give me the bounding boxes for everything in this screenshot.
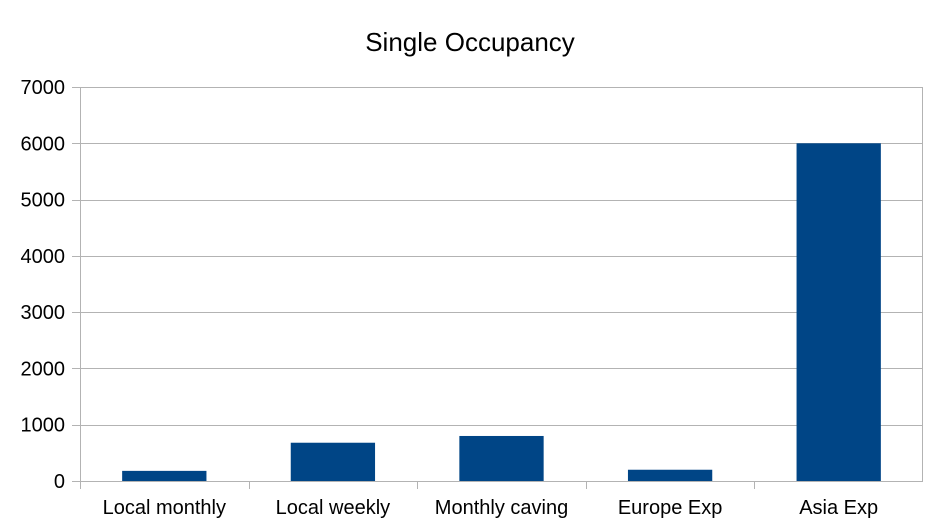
bar-local-weekly xyxy=(290,442,376,481)
y-tick-label: 0 xyxy=(54,471,65,493)
y-tick-label: 6000 xyxy=(21,133,66,155)
x-tick-label: Local monthly xyxy=(103,497,226,519)
bar-local-monthly xyxy=(122,470,207,481)
chart-title: Single Occupancy xyxy=(365,27,575,57)
bars xyxy=(122,143,881,482)
x-tick-label: Europe Exp xyxy=(618,497,723,519)
y-tick-label: 4000 xyxy=(21,246,66,268)
y-tick-label: 5000 xyxy=(21,190,66,212)
x-tick-label: Local weekly xyxy=(276,497,391,519)
x-tick-label: Monthly caving xyxy=(435,497,568,519)
x-tick-label: Asia Exp xyxy=(799,497,878,519)
y-tick-label: 7000 xyxy=(21,77,66,99)
y-axis-tick-labels: 0 1000 2000 3000 4000 5000 6000 7000 xyxy=(21,77,66,493)
bar-asia-exp xyxy=(796,143,881,482)
y-tick-label: 2000 xyxy=(21,358,66,380)
x-axis-tick-labels: Local monthly Local weekly Monthly caving E… xyxy=(103,497,879,519)
bar-europe-exp xyxy=(627,469,713,481)
bar-monthly-caving xyxy=(459,435,544,481)
axes xyxy=(72,87,923,489)
y-tick-label: 3000 xyxy=(21,302,66,324)
y-tick-label: 1000 xyxy=(21,415,66,437)
